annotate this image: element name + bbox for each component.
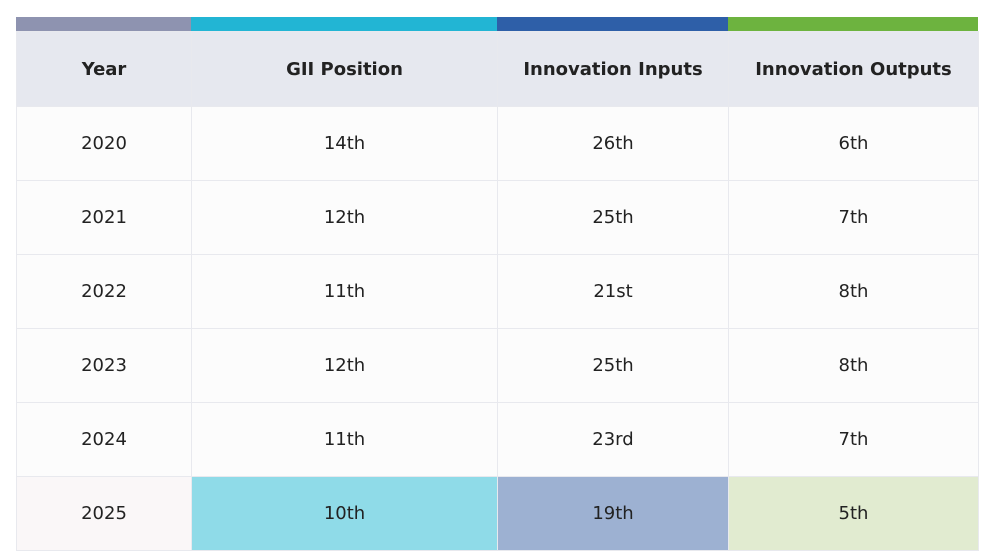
header-row: Year GII Position Innovation Inputs Innovat… bbox=[16, 31, 979, 107]
table-cell: 23rd bbox=[497, 402, 729, 477]
table-cell: 8th bbox=[728, 254, 979, 329]
header-cell: Innovation Outputs bbox=[728, 31, 979, 107]
table-cell: 10th bbox=[191, 476, 498, 551]
table-cell: 26th bbox=[497, 106, 729, 181]
header-cell: Year bbox=[16, 31, 192, 107]
color-bar bbox=[497, 17, 728, 31]
color-bar bbox=[16, 17, 191, 31]
table-cell: 6th bbox=[728, 106, 979, 181]
table-row: 2025 10th 19th 5th bbox=[16, 476, 979, 551]
table-row: 2021 12th 25th 7th bbox=[16, 180, 979, 255]
color-bar bbox=[728, 17, 978, 31]
table-container: Year GII Position Innovation Inputs Innovat… bbox=[16, 17, 979, 551]
header-cell: GII Position bbox=[191, 31, 498, 107]
table-cell: 2022 bbox=[16, 254, 192, 329]
table-row: 2024 11th 23rd 7th bbox=[16, 402, 979, 477]
color-bar bbox=[191, 17, 497, 31]
table-cell: 7th bbox=[728, 402, 979, 477]
table-cell: 2023 bbox=[16, 328, 192, 403]
table-cell: 2020 bbox=[16, 106, 192, 181]
table-cell: 2025 bbox=[16, 476, 192, 551]
table-cell: 2021 bbox=[16, 180, 192, 255]
table-row: 2020 14th 26th 6th bbox=[16, 106, 979, 181]
table-cell: 25th bbox=[497, 180, 729, 255]
table-cell: 8th bbox=[728, 328, 979, 403]
table-cell: 7th bbox=[728, 180, 979, 255]
table-cell: 14th bbox=[191, 106, 498, 181]
table-cell: 21st bbox=[497, 254, 729, 329]
header-cell: Innovation Inputs bbox=[497, 31, 729, 107]
table-cell: 19th bbox=[497, 476, 729, 551]
color-bars bbox=[16, 17, 978, 31]
table-cell: 2024 bbox=[16, 402, 192, 477]
table-cell: 12th bbox=[191, 180, 498, 255]
table-cell: 5th bbox=[728, 476, 979, 551]
rankings-table: Year GII Position Innovation Inputs Innovat… bbox=[16, 31, 979, 551]
table-cell: 12th bbox=[191, 328, 498, 403]
table-row: 2022 11th 21st 8th bbox=[16, 254, 979, 329]
table-cell: 11th bbox=[191, 402, 498, 477]
table-cell: 25th bbox=[497, 328, 729, 403]
table-row: 2023 12th 25th 8th bbox=[16, 328, 979, 403]
table-cell: 11th bbox=[191, 254, 498, 329]
